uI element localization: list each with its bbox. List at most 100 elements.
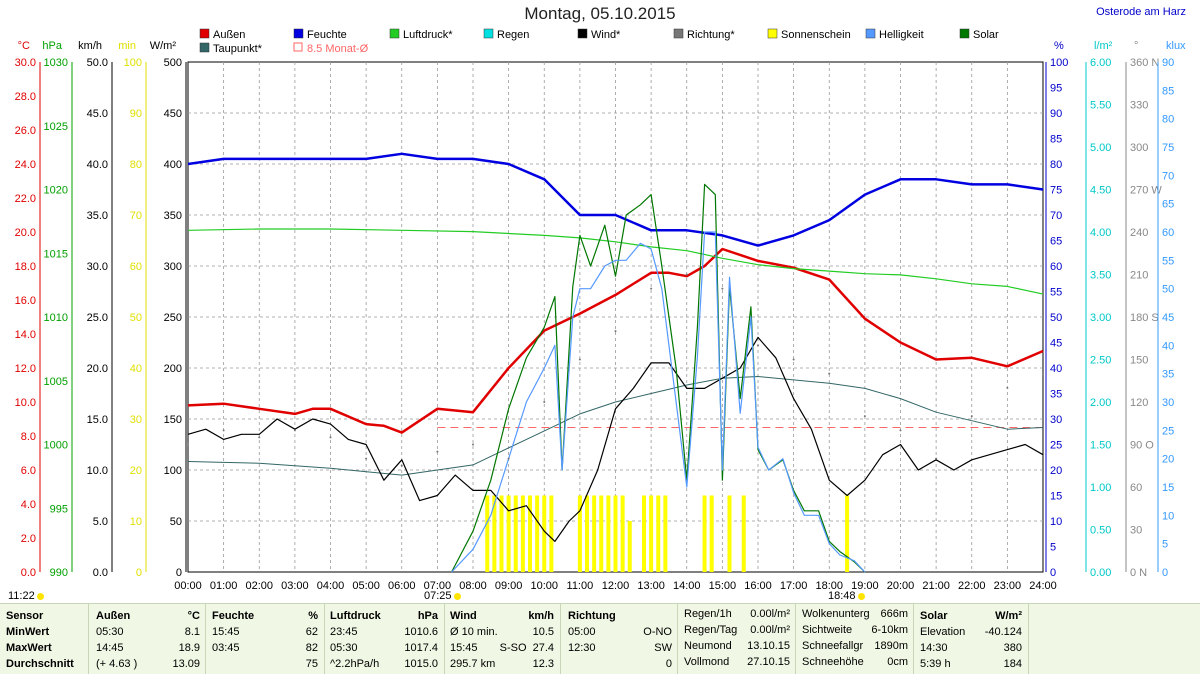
right-tick-label: 1.50: [1090, 440, 1111, 452]
legend-label: Richtung*: [687, 29, 735, 41]
left-tick-label: 350: [164, 210, 182, 222]
sunshine-bar: [599, 495, 604, 572]
legend-swatch: [483, 28, 494, 39]
left-tick-label: 300: [164, 261, 182, 273]
sunshine-bar: [506, 495, 511, 572]
legend-swatch: [199, 28, 210, 39]
left-tick-label: 10.0: [87, 465, 108, 477]
x-tick-label: 09:00: [495, 580, 523, 592]
direction-point: [187, 443, 189, 446]
legend-label: Taupunkt*: [213, 43, 263, 55]
legend-swatch: [673, 28, 684, 39]
direction-point: [650, 287, 653, 290]
left-tick-label: 60: [130, 261, 142, 273]
left-tick-label: 100: [164, 465, 182, 477]
left-tick-label: 24.0: [15, 159, 36, 171]
right-tick-label: 360 N: [1130, 57, 1159, 69]
direction-point: [792, 358, 795, 361]
right-tick-label: 95: [1050, 83, 1062, 95]
right-tick-label: 55: [1050, 287, 1062, 299]
series-line-wind: [187, 336, 1044, 543]
right-tick-label: 4.00: [1090, 227, 1111, 239]
sunshine-bar: [606, 495, 611, 572]
direction-point: [721, 287, 724, 290]
right-tick-label: 85: [1162, 85, 1174, 97]
left-tick-label: 1030: [44, 57, 68, 69]
sunshine-bar: [656, 495, 661, 572]
sunshine-bar: [727, 495, 732, 572]
sun-duration-marker: 11:22: [8, 590, 44, 602]
left-tick-label: 200: [164, 363, 182, 375]
x-tick-label: 02:00: [245, 580, 273, 592]
direction-point: [293, 429, 296, 432]
right-tick-label: 5: [1162, 539, 1168, 551]
direction-point: [222, 429, 225, 432]
right-tick-label: 0.00: [1090, 567, 1111, 579]
right-tick-label: 40: [1050, 363, 1062, 375]
right-tick-label: 180 S: [1130, 312, 1159, 324]
direction-point: [543, 401, 546, 403]
right-tick-label: 80: [1050, 159, 1062, 171]
left-tick-label: 35.0: [87, 210, 108, 222]
direction-point: [1042, 372, 1044, 375]
right-tick-label: 80: [1162, 114, 1174, 126]
left-tick-label: 2.0: [21, 533, 36, 545]
right-tick-label: 70: [1162, 170, 1174, 182]
legend-label: Sonnenschein: [781, 29, 851, 41]
direction-point: [507, 457, 510, 460]
x-tick-label: 15:00: [709, 580, 737, 592]
sunshine-bar: [499, 495, 504, 572]
direction-point: [970, 415, 973, 418]
right-tick-label: 3.00: [1090, 312, 1111, 324]
sunshine-bar: [542, 495, 547, 572]
right-tick-label: 45: [1050, 338, 1062, 350]
left-tick-label: 150: [164, 414, 182, 426]
left-tick-label: 20.0: [87, 363, 108, 375]
right-tick-label: 65: [1162, 199, 1174, 211]
sunshine-bar: [528, 495, 532, 572]
x-tick-label: 05:00: [352, 580, 380, 592]
chart-title: Montag, 05.10.2015: [524, 4, 676, 23]
sensor-column: Sensor MinWert MaxWert Durchschnitt: [6, 610, 74, 670]
left-tick-label: 10: [130, 516, 142, 528]
left-tick-label: 250: [164, 312, 182, 324]
aussen-column: Außen °C 05:30 8.1 14:45 18.9 (+ 4.63 ) 13.0…: [96, 610, 200, 670]
x-tick-label: 17:00: [780, 580, 808, 592]
right-tick-label: 10: [1050, 516, 1062, 528]
richtung-column: Richtung 05:00 O-NO 12:30 SW 0: [568, 610, 672, 670]
sunshine-bar: [513, 495, 518, 572]
legend-label: Wind*: [591, 29, 621, 41]
right-tick-label: 5.00: [1090, 142, 1111, 154]
sunshine-bar: [649, 495, 654, 572]
wolken-column: Wolkenunterg 666m Sichtweite 6-10km Schnee…: [802, 608, 908, 668]
left-tick-label: 16.0: [15, 295, 36, 307]
x-tick-label: 21:00: [922, 580, 950, 592]
left-tick-label: 20: [130, 465, 142, 477]
left-axis-unit: hPa: [42, 40, 62, 52]
sunshine-bar: [627, 521, 632, 572]
x-tick-label: 23:00: [994, 580, 1022, 592]
left-tick-label: 15.0: [87, 414, 108, 426]
direction-point: [578, 358, 581, 361]
left-tick-label: 40.0: [87, 159, 108, 171]
right-tick-label: 210: [1130, 270, 1148, 282]
right-tick-label: 150: [1130, 355, 1148, 367]
left-tick-label: 400: [164, 159, 182, 171]
right-axis-unit: °: [1134, 40, 1138, 52]
sunshine-bar: [642, 495, 646, 572]
sunshine-bar: [577, 495, 582, 572]
right-tick-label: 240: [1130, 227, 1148, 239]
wind-column: Wind km/h Ø 10 min. 10.5 15:45 27.4 S-SO 295…: [450, 610, 554, 670]
x-tick-label: 19:00: [851, 580, 879, 592]
right-tick-label: 0: [1050, 567, 1056, 579]
left-tick-label: 500: [164, 57, 182, 69]
left-tick-label: 1005: [44, 376, 68, 388]
series-line-auen: [187, 247, 1044, 434]
left-tick-label: 50: [130, 312, 142, 324]
x-tick-label: 08:00: [459, 580, 487, 592]
series-line-solar: [451, 183, 866, 573]
stats-footer: Sensor MinWert MaxWert Durchschnitt Auße…: [0, 603, 1200, 674]
left-tick-label: 12.0: [15, 363, 36, 375]
sunshine-bar: [845, 495, 850, 572]
right-tick-label: 20: [1050, 465, 1062, 477]
